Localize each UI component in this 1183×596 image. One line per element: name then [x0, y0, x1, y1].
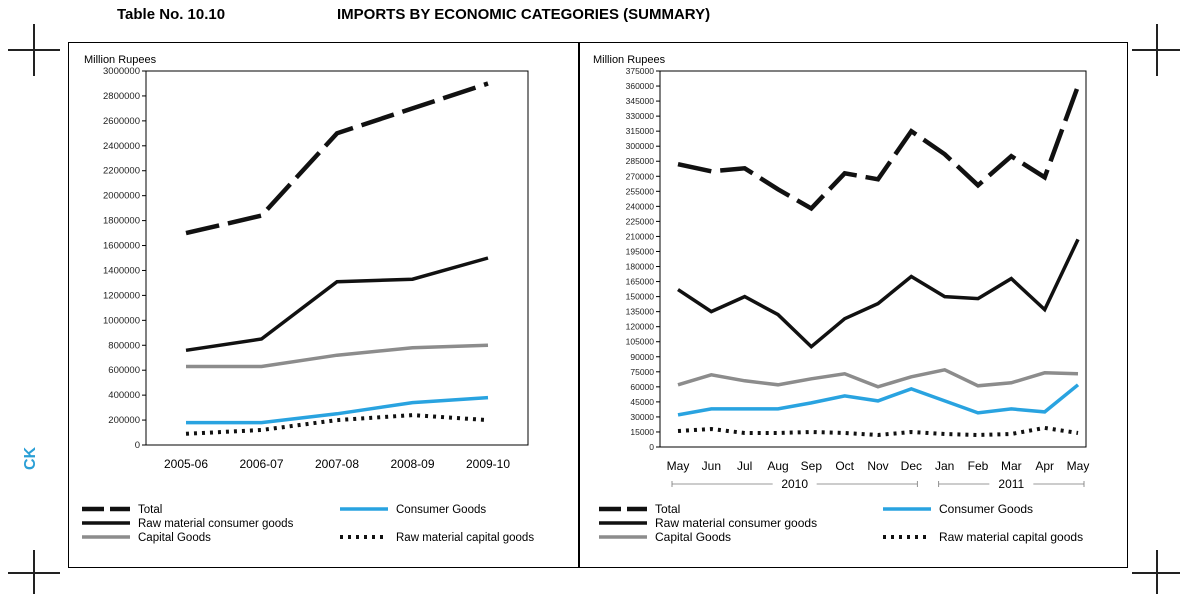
y-tick-label: 90000	[630, 352, 654, 362]
year-group-label: 2011	[998, 477, 1024, 491]
x-tick-label: Oct	[835, 459, 854, 473]
y-tick-label: 105000	[626, 337, 655, 347]
y-tick-label: 75000	[630, 367, 654, 377]
monthly-imports-chart: Million Rupees 0 15000 30000 45000 60000 75000…	[593, 54, 1090, 544]
y-tick-label: 1000000	[103, 315, 140, 326]
y-tick-label: 195000	[626, 246, 655, 256]
series-line-raw-consumer	[185, 256, 489, 353]
x-tick-label: 2008-09	[390, 457, 434, 471]
y-tick-label: 165000	[626, 277, 655, 287]
x-tick-label: 2009-10	[466, 457, 510, 471]
table-number: Table No. 10.10	[117, 6, 226, 23]
x-tick-label: Sep	[801, 459, 823, 473]
chart-frame	[68, 42, 1128, 568]
x-tick-label: May	[667, 459, 690, 473]
y-tick-label: 375000	[626, 66, 655, 76]
y-tick-label: 1800000	[103, 216, 140, 227]
x-tick-label: 2007-08	[315, 457, 359, 471]
legend-label: Capital Goods	[138, 532, 211, 544]
series-line-consumer	[677, 383, 1080, 417]
legend-label: Consumer Goods	[939, 502, 1033, 516]
y-tick-label: 225000	[626, 216, 655, 226]
series-line-total	[185, 81, 489, 236]
y-tick-label: 1200000	[103, 290, 140, 301]
crop-mark-bottom-right	[1156, 550, 1158, 594]
y-tick-label: 345000	[626, 96, 655, 106]
y-axis-label: Million Rupees	[84, 54, 157, 66]
y-tick-label: 1600000	[103, 241, 140, 252]
series-line-total	[677, 85, 1081, 212]
y-tick-label: 400000	[108, 390, 140, 401]
legend-label: Raw material consumer goods	[138, 518, 294, 530]
plot-area	[659, 70, 1087, 448]
y-tick-label: 200000	[108, 415, 140, 426]
crop-mark-top-right	[1156, 24, 1158, 76]
y-tick-label: 315000	[626, 126, 655, 136]
legend-label: Raw material consumer goods	[655, 516, 817, 530]
crop-mark-top-left	[33, 24, 35, 76]
y-tick-label: 2800000	[103, 91, 140, 102]
y-tick-label: 2600000	[103, 116, 140, 127]
y-axis-label: Million Rupees	[593, 54, 666, 66]
y-tick-label: 240000	[626, 201, 655, 211]
y-tick-label: 150000	[626, 292, 655, 302]
side-label: CK	[22, 446, 39, 470]
y-tick-label: 1400000	[103, 265, 140, 276]
series-line-consumer	[186, 395, 489, 425]
y-tick-label: 60000	[630, 382, 654, 392]
y-tick-label: 255000	[626, 186, 655, 196]
y-tick-label: 0	[135, 440, 140, 451]
y-tick-label: 600000	[108, 365, 140, 376]
x-tick-label: Jun	[702, 459, 721, 473]
x-tick-label: 2006-07	[239, 457, 283, 471]
crop-mark-bottom-left	[33, 550, 35, 594]
y-tick-label: 2200000	[103, 166, 140, 177]
y-tick-label: 270000	[626, 171, 655, 181]
x-tick-label: Dec	[901, 459, 922, 473]
series-line-raw-capital	[185, 413, 489, 436]
page-title: IMPORTS BY ECONOMIC CATEGORIES (SUMMARY)	[337, 6, 711, 23]
series-line-capital	[186, 343, 489, 369]
y-tick-label: 330000	[626, 111, 655, 121]
x-tick-label: 2005-06	[164, 457, 208, 471]
y-tick-label: 120000	[626, 322, 655, 332]
x-tick-label: May	[1067, 459, 1090, 473]
annual-imports-chart: Million Rupees 0 200000 400000 600000 800000 1…	[82, 54, 534, 544]
legend-label: Raw material capital goods	[396, 532, 534, 544]
y-tick-label: 45000	[630, 397, 654, 407]
year-group-label: 2010	[781, 477, 808, 491]
y-tick-label: 800000	[108, 340, 140, 351]
legend-label: Raw material capital goods	[939, 530, 1083, 544]
y-tick-label: 210000	[626, 231, 655, 241]
legend-label: Capital Goods	[655, 530, 731, 544]
y-tick-label: 180000	[626, 262, 655, 272]
y-tick-label: 300000	[626, 141, 655, 151]
series-line-capital	[677, 367, 1079, 389]
x-tick-label: Jan	[935, 459, 954, 473]
legend-label: Total	[655, 502, 680, 516]
y-tick-label: 360000	[626, 81, 655, 91]
series-line-raw-consumer	[677, 238, 1080, 350]
legend-label: Consumer Goods	[396, 504, 486, 516]
y-tick-label: 135000	[626, 307, 655, 317]
x-tick-label: Aug	[767, 459, 788, 473]
y-tick-label: 2000000	[103, 191, 140, 202]
y-tick-label: 30000	[630, 412, 654, 422]
legend-label: Total	[138, 504, 162, 516]
x-tick-label: Jul	[737, 459, 752, 473]
y-tick-label: 2400000	[103, 141, 140, 152]
panel-divider	[578, 42, 580, 568]
x-tick-label: Feb	[968, 459, 989, 473]
series-line-raw-capital	[677, 425, 1079, 438]
x-tick-label: Nov	[867, 459, 888, 473]
plot-area	[145, 70, 529, 446]
x-tick-label: Apr	[1035, 459, 1054, 473]
y-tick-label: 3000000	[103, 66, 140, 77]
y-tick-label: 285000	[626, 156, 655, 166]
y-tick-label: 15000	[630, 427, 654, 437]
y-tick-label: 0	[649, 442, 654, 452]
x-tick-label: Mar	[1001, 459, 1022, 473]
